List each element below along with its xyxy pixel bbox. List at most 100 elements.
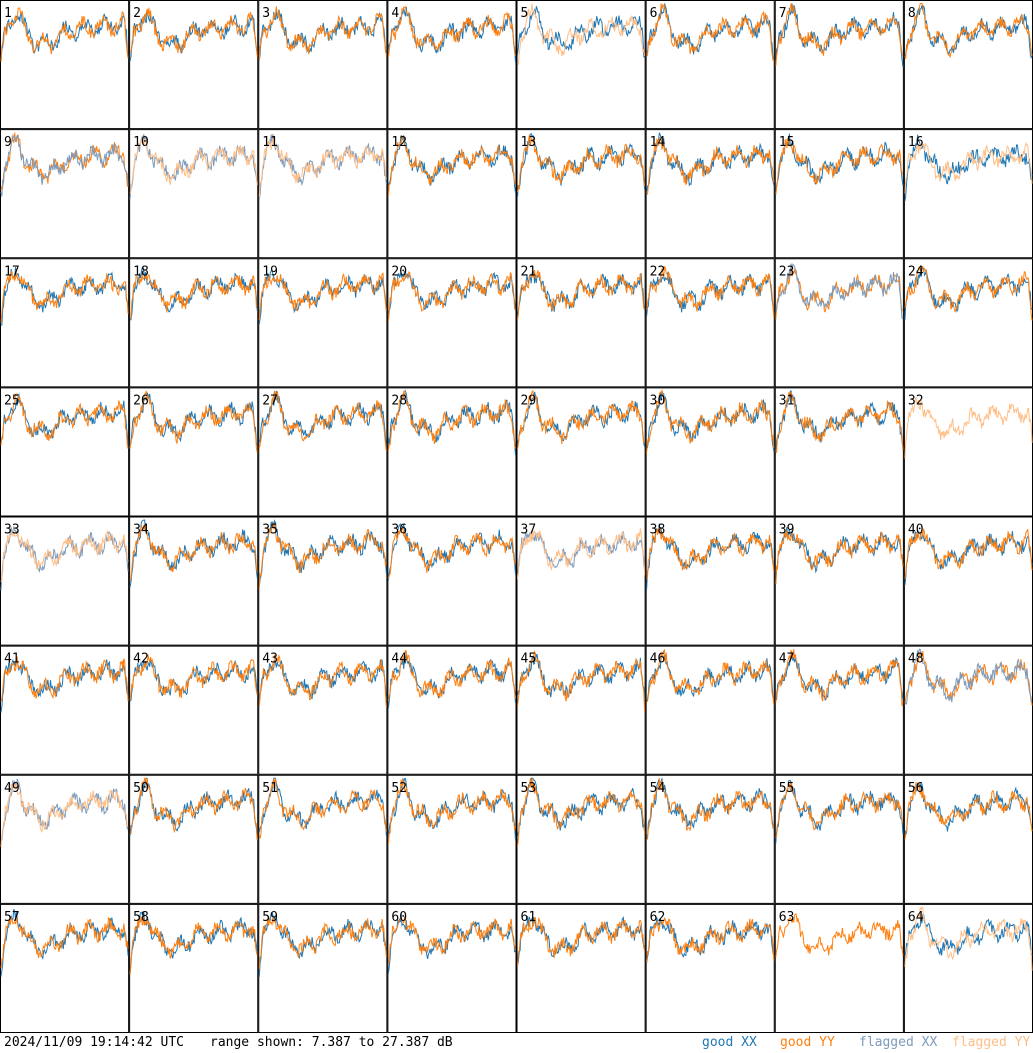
trace-good-yy-41 — [0, 656, 129, 702]
panel-21: 21 — [516, 258, 646, 388]
trace-good-xx-64 — [904, 914, 1033, 960]
trace-good-xx-6 — [646, 3, 775, 60]
panel-label: 5 — [521, 6, 529, 21]
trace-good-yy-6 — [646, 3, 775, 62]
trace-good-yy-52 — [387, 779, 516, 846]
panel-frame — [516, 645, 646, 775]
trace-good-yy-20 — [387, 271, 516, 322]
trace-good-yy-4 — [387, 5, 516, 58]
trace-good-xx-53 — [517, 777, 646, 837]
panel-frame — [387, 0, 517, 130]
panel-frame — [645, 645, 775, 775]
panel-label: 35 — [262, 523, 278, 538]
panel-frame — [258, 387, 388, 517]
panel-label: 53 — [521, 781, 537, 796]
panel-40: 40 — [903, 516, 1033, 646]
panel-frame — [258, 0, 388, 130]
trace-good-yy-38 — [646, 528, 775, 579]
panel-label: 24 — [908, 264, 924, 279]
panel-9: 9 — [0, 129, 130, 259]
panel-frame — [903, 258, 1033, 388]
trace-flagged-xx-37 — [517, 530, 646, 578]
panel-45: 45 — [516, 645, 646, 775]
panel-13: 13 — [516, 129, 646, 259]
panel-frame — [387, 387, 517, 517]
panel-label: 63 — [779, 910, 795, 925]
panel-label: 55 — [779, 781, 795, 796]
panel-54: 54 — [645, 774, 775, 904]
panel-5: 5 — [516, 0, 646, 130]
trace-good-yy-42 — [129, 654, 258, 700]
panel-label: 49 — [4, 781, 20, 796]
panel-label: 30 — [650, 393, 666, 408]
trace-good-yy-24 — [904, 265, 1033, 321]
panel-label: 39 — [779, 523, 795, 538]
trace-good-xx-47 — [775, 652, 904, 702]
panel-label: 23 — [779, 264, 795, 279]
panel-42: 42 — [129, 645, 259, 775]
panel-44: 44 — [387, 645, 517, 775]
trace-good-yy-18 — [129, 273, 258, 319]
panel-label: 40 — [908, 523, 924, 538]
panel-20: 20 — [387, 258, 517, 388]
panel-19: 19 — [258, 258, 388, 388]
trace-flagged-yy-32 — [904, 396, 1033, 459]
trace-good-yy-34 — [129, 524, 258, 581]
panel-47: 47 — [774, 645, 904, 775]
panel-4: 4 — [387, 0, 517, 130]
trace-flagged-xx-48 — [904, 648, 1033, 705]
panel-56: 56 — [903, 774, 1033, 904]
trace-good-xx-45 — [517, 653, 646, 701]
panel-38: 38 — [645, 516, 775, 646]
range-label: range shown: 7.387 to 27.387 dB — [210, 1035, 453, 1050]
panel-frame — [0, 387, 130, 517]
panel-label: 59 — [262, 910, 278, 925]
trace-good-yy-35 — [258, 522, 387, 589]
panel-8: 8 — [903, 0, 1033, 130]
panel-51: 51 — [258, 774, 388, 904]
panel-14: 14 — [645, 129, 775, 259]
trace-good-yy-7 — [775, 3, 904, 66]
panel-label: 18 — [133, 264, 149, 279]
panel-63: 63 — [774, 903, 904, 1033]
trace-good-yy-2 — [130, 7, 258, 57]
trace-good-xx-14 — [646, 132, 775, 193]
trace-good-xx-15 — [775, 133, 904, 195]
panel-10: 10 — [129, 129, 259, 259]
legend-good-xx: good XX — [702, 1035, 757, 1050]
panel-frame — [774, 129, 904, 259]
legend-flagged-xx: flagged XX — [859, 1035, 938, 1050]
panel-label: 13 — [521, 135, 537, 150]
panel-frame — [645, 129, 775, 259]
panel-59: 59 — [258, 903, 388, 1033]
panel-frame — [516, 774, 646, 904]
panel-label: 44 — [391, 652, 407, 667]
trace-flagged-xx-23 — [775, 263, 904, 320]
panel-37: 37 — [516, 516, 646, 646]
panel-label: 9 — [4, 135, 12, 150]
panel-frame — [774, 516, 904, 646]
trace-good-yy-50 — [130, 777, 258, 841]
trace-good-yy-47 — [775, 649, 904, 707]
trace-good-yy-43 — [258, 654, 387, 708]
panel-label: 43 — [262, 652, 278, 667]
panel-2: 2 — [129, 0, 259, 130]
trace-good-yy-8 — [904, 3, 1033, 59]
panel-41: 41 — [0, 645, 130, 775]
trace-good-yy-30 — [646, 389, 775, 454]
panel-label: 27 — [262, 393, 278, 408]
panel-label: 11 — [262, 135, 278, 150]
panel-55: 55 — [774, 774, 904, 904]
panel-frame — [129, 258, 259, 388]
panel-label: 64 — [908, 910, 924, 925]
panel-53: 53 — [516, 774, 646, 904]
panel-frame — [645, 0, 775, 130]
panel-frame — [516, 387, 646, 517]
panel-label: 25 — [4, 393, 20, 408]
panel-label: 12 — [391, 135, 407, 150]
trace-good-yy-26 — [129, 390, 258, 454]
trace-good-yy-31 — [775, 391, 904, 453]
panel-label: 51 — [262, 781, 278, 796]
panel-23: 23 — [774, 258, 904, 388]
